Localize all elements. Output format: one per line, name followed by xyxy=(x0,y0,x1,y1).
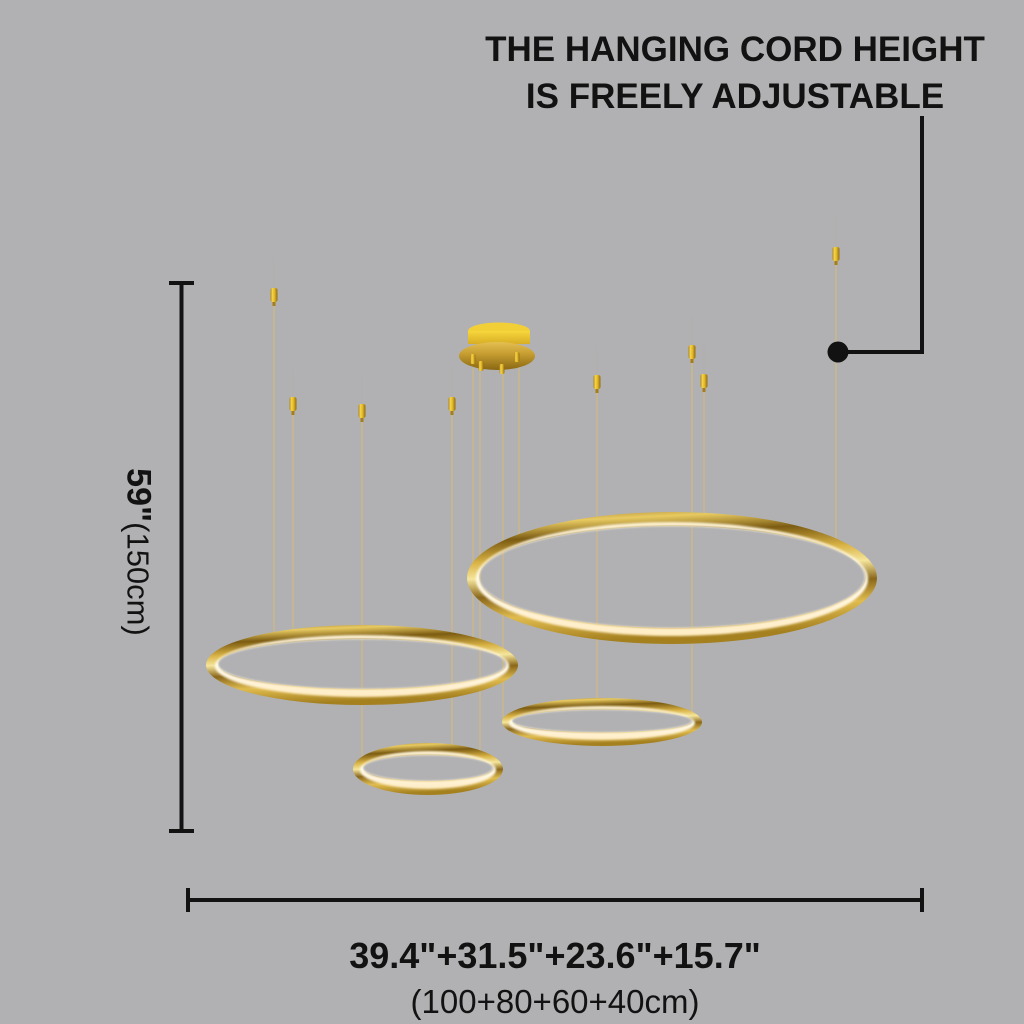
height-cm: (150cm) xyxy=(120,522,156,636)
height-dimension-line xyxy=(169,281,194,833)
cord-adjuster-bolt xyxy=(688,317,696,363)
callout-line xyxy=(847,116,924,354)
canopy-body xyxy=(468,331,530,344)
canopy-plate xyxy=(459,342,535,370)
cord-adjuster-bolt xyxy=(270,260,278,306)
callout xyxy=(827,116,924,363)
callout-dot xyxy=(827,341,849,363)
headline-line-2: IS FREELY ADJUSTABLE xyxy=(525,77,945,116)
ring-40cm xyxy=(353,743,503,795)
headline-line-1: THE HANGING CORD HEIGHT xyxy=(485,30,985,69)
ring-60cm xyxy=(502,698,702,746)
cord-adjuster-bolt xyxy=(700,346,708,392)
ceiling-canopy xyxy=(459,322,535,374)
hanging-cords xyxy=(273,262,837,757)
ring-100cm xyxy=(467,512,877,644)
height-inches: 59" xyxy=(119,468,158,523)
headline: THE HANGING CORD HEIGHT IS FREELY ADJUST… xyxy=(485,26,985,120)
ring-100cm-band xyxy=(467,512,877,644)
ring-60cm-led-glow xyxy=(509,706,695,740)
canopy-cord-fittings xyxy=(470,352,520,374)
ring-40cm-led-glow xyxy=(360,751,496,789)
cord-adjuster-bolt xyxy=(832,215,840,265)
cord-adjuster-bolt xyxy=(358,376,366,422)
width-inches: 39.4"+31.5"+23.6"+15.7" xyxy=(349,935,761,976)
width-dimension-line xyxy=(186,888,924,912)
cord-adjuster-bolts xyxy=(270,215,840,422)
cord-adjuster-bolt xyxy=(289,369,297,415)
width-dimension-label: 39.4"+31.5"+23.6"+15.7" (100+80+60+40cm) xyxy=(188,934,922,1022)
width-cm: (100+80+60+40cm) xyxy=(410,983,700,1020)
cord-adjuster-bolt xyxy=(593,347,601,393)
cord-adjuster-bolt xyxy=(448,369,456,415)
ring-100cm-led-glow xyxy=(475,521,869,637)
height-dimension-label: 59"(150cm) xyxy=(119,468,158,636)
